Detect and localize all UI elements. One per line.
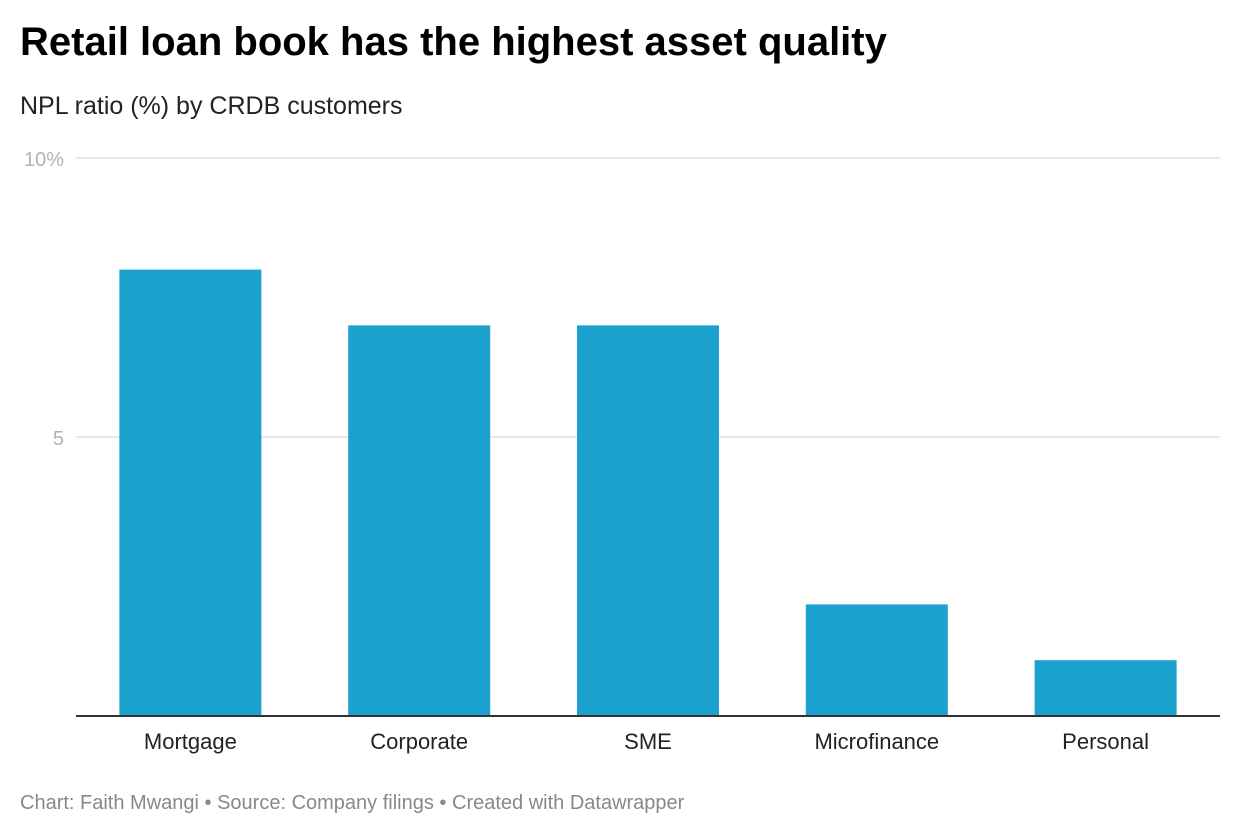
y-tick-label: 10% <box>24 149 64 171</box>
footer-separator: • <box>433 792 452 814</box>
bar-personal <box>1034 660 1177 716</box>
chart-footer: Chart: Faith Mwangi • Source: Company fi… <box>20 792 684 815</box>
bar-sme <box>577 325 719 716</box>
bar-microfinance <box>805 604 948 716</box>
footer-separator: • <box>198 792 218 814</box>
x-tick-label: Mortgage <box>144 729 237 754</box>
y-tick-label: 5 <box>53 428 64 450</box>
bar-mortgage <box>119 269 262 716</box>
bar-chart: 10% 5 Mortgage Corporate SME Microfinance Pers… <box>24 149 1220 754</box>
x-tick-label: Microfinance <box>814 729 939 754</box>
x-tick-label: SME <box>624 729 672 754</box>
x-tick-label: Corporate <box>370 729 468 754</box>
bar-corporate <box>348 325 491 716</box>
footer-credit: Created with Datawrapper <box>452 792 685 814</box>
footer-source: Source: Company filings <box>217 792 434 814</box>
footer-author: Chart: Faith Mwangi <box>20 792 199 814</box>
chart-subtitle: NPL ratio (%) by CRDB customers <box>20 92 403 120</box>
x-tick-label: Personal <box>1062 729 1149 754</box>
chart-title: Retail loan book has the highest asset q… <box>20 20 887 64</box>
